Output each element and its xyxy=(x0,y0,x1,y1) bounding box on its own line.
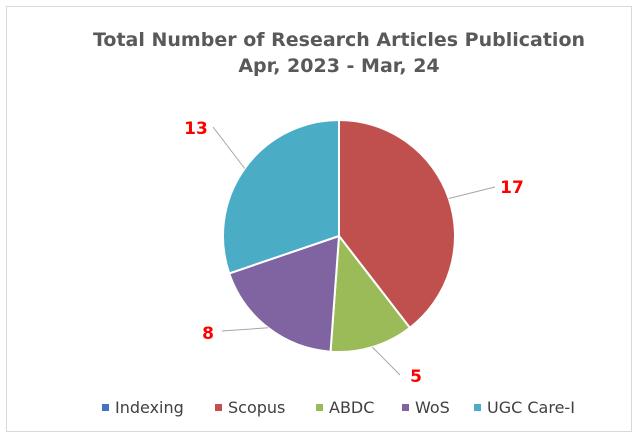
chart-subtitle: Apr, 2023 - Mar, 24 xyxy=(238,55,439,77)
legend-label-abdc: ABDC xyxy=(329,398,374,417)
pie-data-labels: 17 5 8 13 xyxy=(184,119,524,387)
leader-line-abdc xyxy=(372,346,401,376)
legend-label-indexing: Indexing xyxy=(115,398,184,417)
legend-swatch-wos xyxy=(402,404,409,411)
data-label-ugc-care-i: 13 xyxy=(184,119,208,139)
leader-line-wos xyxy=(221,327,269,332)
data-label-wos: 8 xyxy=(202,324,214,344)
legend-swatch-scopus xyxy=(215,404,222,411)
chart-legend: Indexing Scopus ABDC WoS UGC Care-I xyxy=(102,398,575,417)
legend-label-ugc-care-i: UGC Care-I xyxy=(487,398,575,417)
pie-slices xyxy=(222,118,456,353)
legend-label-scopus: Scopus xyxy=(228,398,285,417)
chart-title: Total Number of Research Articles Public… xyxy=(93,29,585,51)
leader-line-ugc-care-i xyxy=(212,126,246,169)
data-label-scopus: 17 xyxy=(500,178,524,198)
leader-line-scopus xyxy=(448,186,496,199)
pie-slice-scopus xyxy=(338,118,456,330)
legend-swatch-indexing xyxy=(102,404,109,411)
pie-slice-ugc-care-i xyxy=(222,118,340,275)
data-label-abdc: 5 xyxy=(410,367,422,387)
legend-swatch-abdc xyxy=(316,404,323,411)
legend-swatch-ugc-care-i xyxy=(474,404,481,411)
legend-label-wos: WoS xyxy=(415,398,450,417)
